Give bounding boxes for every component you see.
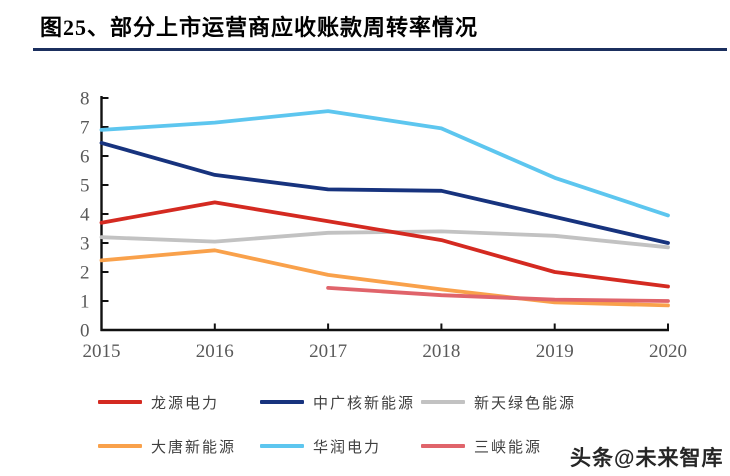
- series-line-1: [99, 200, 670, 289]
- figure-title: 图25、部分上市运营商应收账款周转率情况: [40, 15, 479, 40]
- y-tick-label: 6: [80, 147, 90, 168]
- series-line-5: [99, 109, 670, 218]
- legend-item: 龙源电力: [98, 392, 260, 412]
- y-tick-label: 8: [80, 89, 90, 110]
- legend-line-swatch: [260, 400, 304, 404]
- title-underline: [33, 48, 727, 51]
- legend-item: 华润电力: [260, 436, 421, 456]
- legend-item: 中广核新能源: [260, 392, 421, 412]
- legend-line-swatch: [98, 400, 142, 404]
- legend-line-swatch: [98, 444, 142, 448]
- legend-label: 龙源电力: [151, 394, 220, 412]
- y-tick-label: 3: [80, 234, 90, 255]
- legend-item: 新天绿色能源: [421, 392, 698, 412]
- legend-item: 三峡能源: [421, 436, 698, 456]
- legend-line-swatch: [421, 444, 465, 448]
- x-tick-label: 2016: [196, 341, 234, 362]
- legend-line-swatch: [260, 444, 304, 448]
- y-tick-label: 0: [80, 321, 90, 342]
- series-line-3: [99, 229, 670, 250]
- chart-legend: 龙源电力 中广核新能源 新天绿色能源 大唐新能源 华润电力 三峡能源: [98, 392, 698, 456]
- x-tick-label: 2020: [649, 341, 687, 362]
- legend-label: 中广核新能源: [313, 394, 416, 412]
- watermark-text: 头条@未来智库: [570, 447, 724, 470]
- y-tick-label: 2: [80, 263, 90, 284]
- y-tick-label: 5: [80, 176, 90, 197]
- x-tick-label: 2017: [309, 341, 347, 362]
- legend-line-swatch: [421, 400, 465, 404]
- series-line-6: [326, 285, 670, 303]
- legend-item: 大唐新能源: [98, 436, 260, 456]
- y-tick-label: 4: [80, 205, 90, 226]
- y-tick-label: 7: [80, 118, 90, 139]
- x-tick-label: 2018: [422, 341, 460, 362]
- legend-label: 大唐新能源: [151, 438, 237, 456]
- legend-label: 华润电力: [313, 438, 382, 456]
- series-line-2: [99, 140, 670, 245]
- y-tick-label: 1: [80, 292, 90, 313]
- legend-label: 三峡能源: [474, 438, 543, 456]
- series-line-4: [99, 248, 670, 308]
- legend-label: 新天绿色能源: [474, 394, 577, 412]
- x-tick-label: 2019: [536, 341, 574, 362]
- x-tick-label: 2015: [83, 341, 121, 362]
